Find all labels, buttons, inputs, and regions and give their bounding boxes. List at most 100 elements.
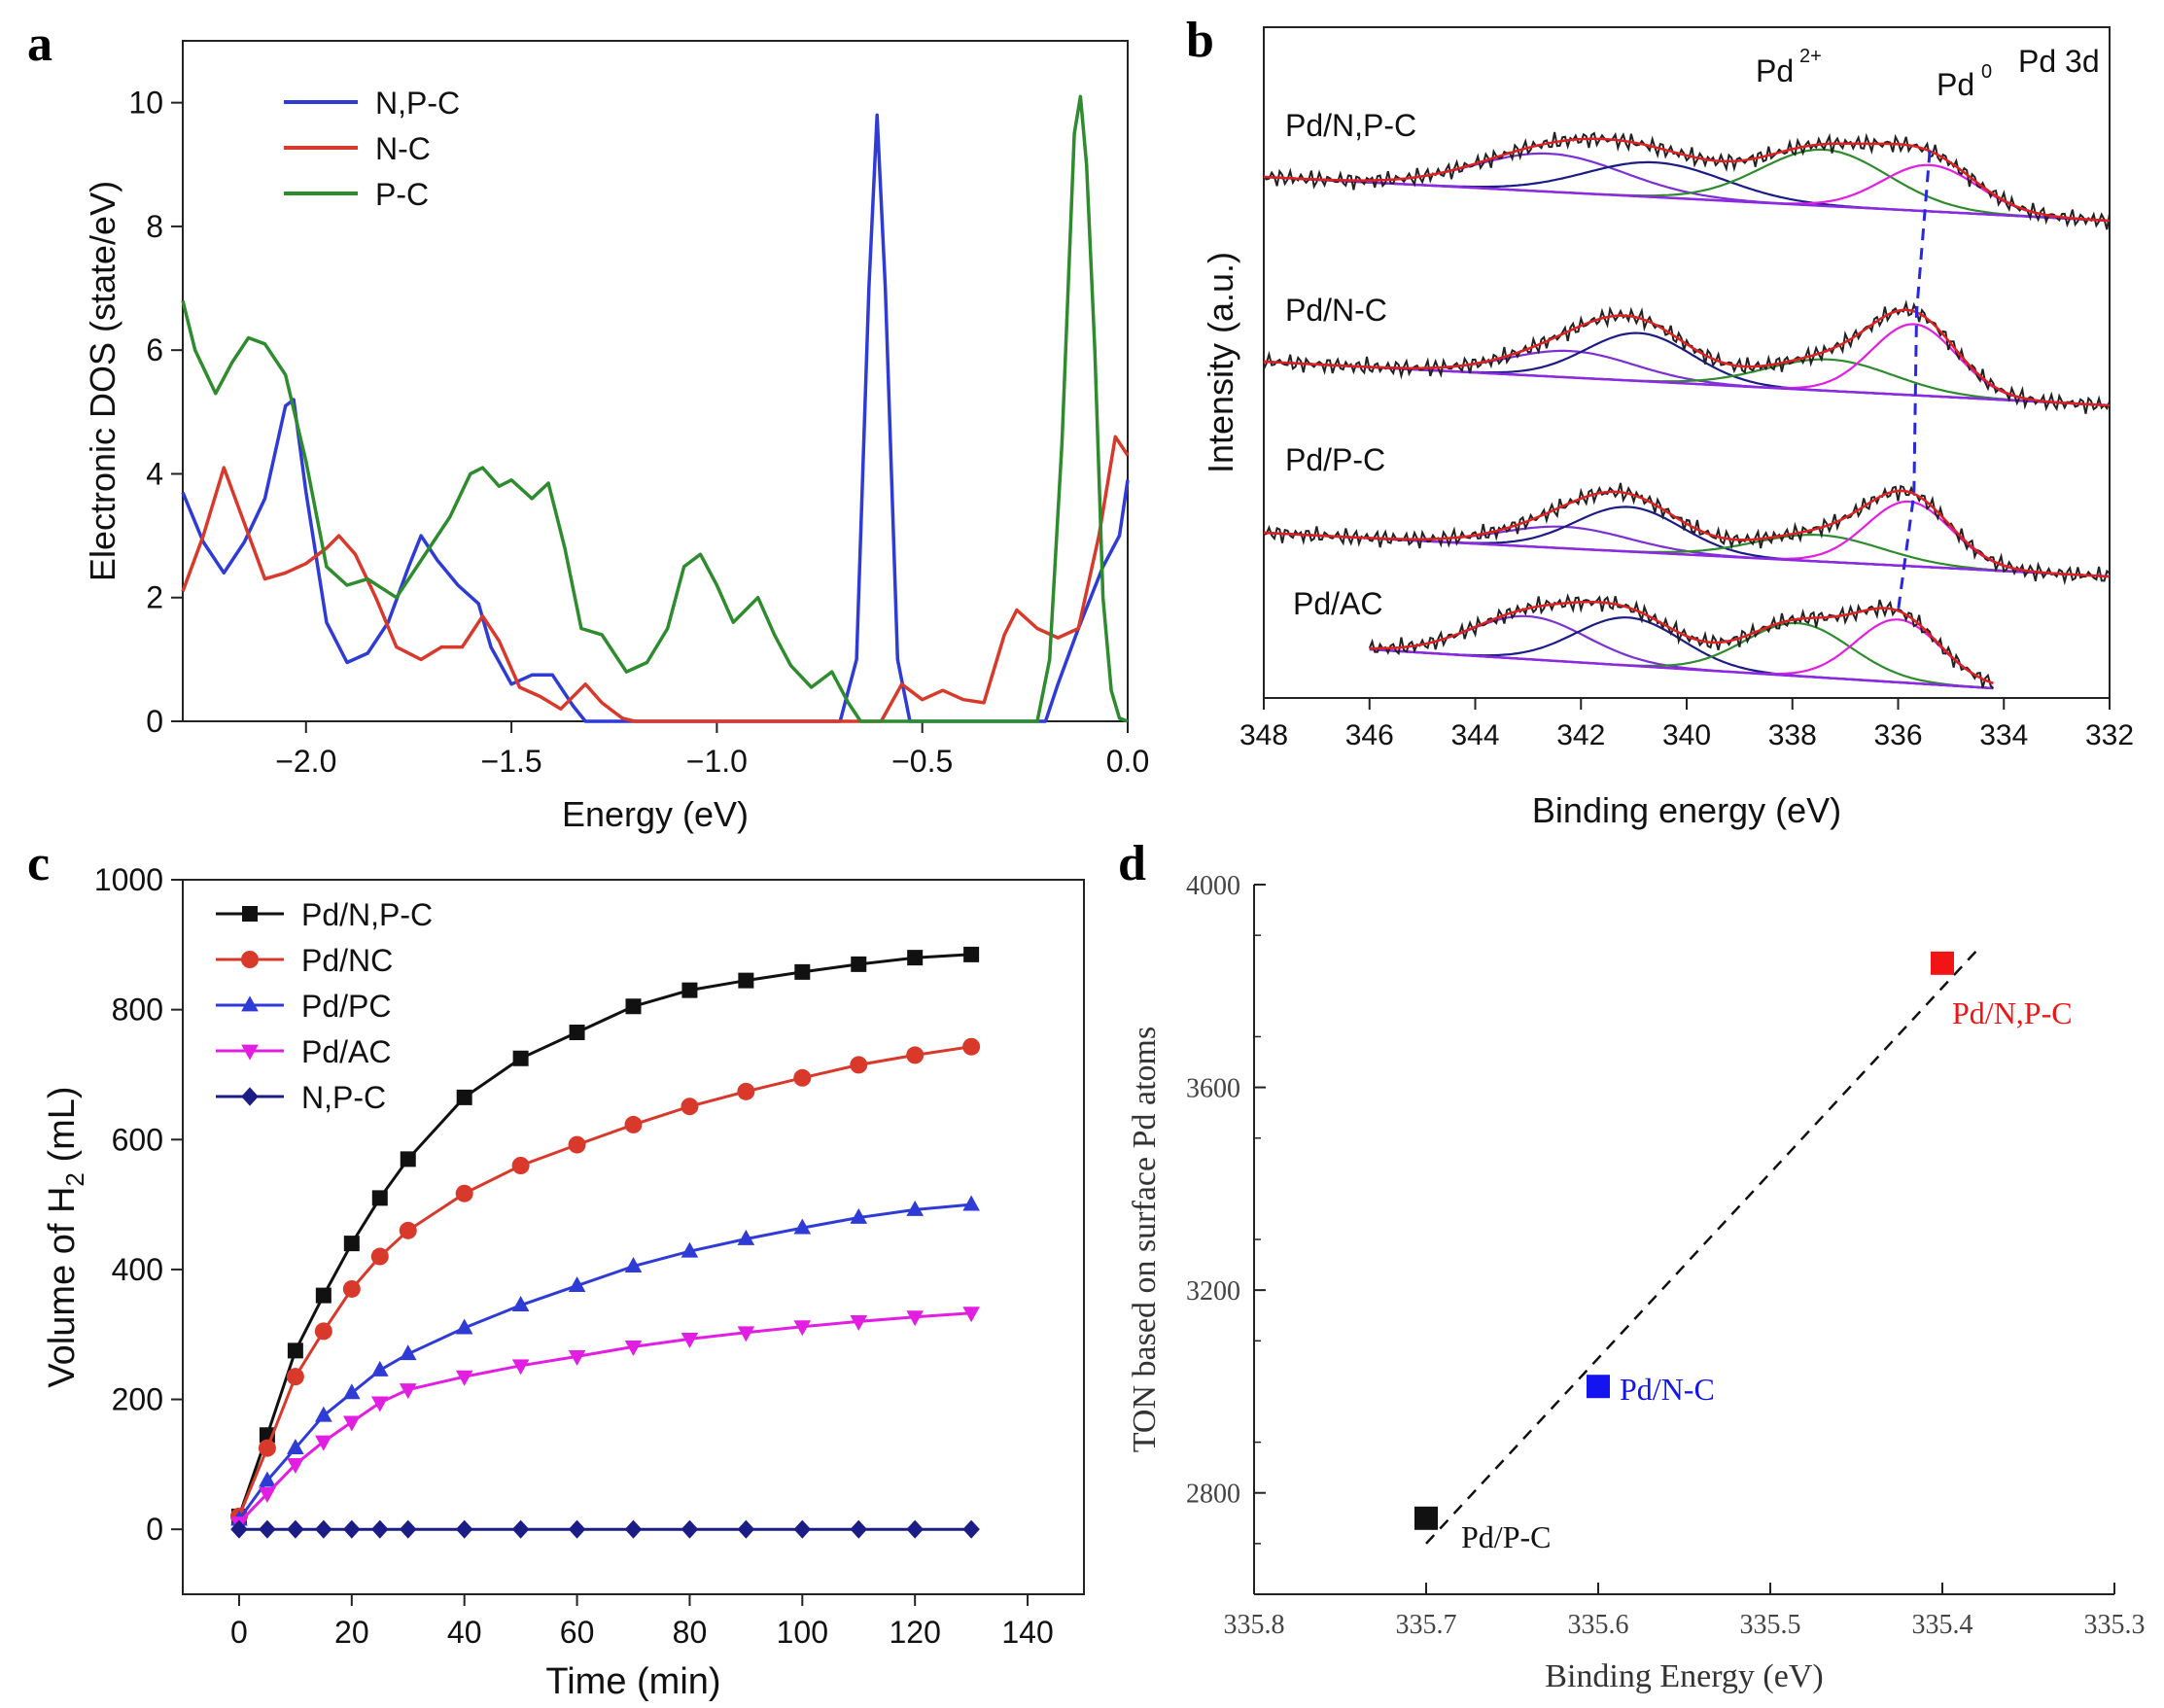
data-point-Pd/NC (793, 1068, 812, 1087)
data-point-Pd/PC (287, 1439, 304, 1455)
data-point-Pd/NC (314, 1322, 332, 1341)
sample-label: Pd/P-C (1285, 442, 1385, 477)
data-point-Pd/AC (511, 1359, 530, 1376)
pd0-shift-line (1897, 151, 1932, 611)
data-point-Pd/AC (287, 1457, 304, 1474)
panel-a-dos-chart: −2.0 −1.5 −1.0 −0.5 0.0 0 2 4 6 8 10 Energy (eV) Ele… (83, 40, 1149, 834)
data-point-N,P-C (962, 1519, 980, 1539)
data-point-Pd/PC (906, 1200, 924, 1216)
x-axis-title: Energy (eV) (562, 794, 749, 834)
data-point-Pd/PC (455, 1318, 473, 1335)
point-label: Pd/N,P-C (1952, 995, 2073, 1030)
y-tick-label: 0 (146, 704, 163, 739)
data-point-N,P-C (230, 1519, 248, 1539)
data-point-Pd/AC (455, 1370, 473, 1386)
data-point-Pd/AC (793, 1320, 812, 1337)
series-line-P-C (181, 94, 1129, 723)
y-axis-title: Volume of H2 (mL) (42, 1086, 89, 1387)
panel-label-b: b (1186, 13, 1214, 68)
x-tick-label: 344 (1450, 719, 1499, 751)
sample-label: Pd/N-C (1285, 293, 1387, 328)
fit-envelope (1263, 308, 2111, 407)
data-point-Pd/NC (850, 1056, 868, 1074)
fit-envelope (1263, 137, 2111, 223)
y-axis-title: Intensity (a.u.) (1201, 252, 1240, 473)
data-point-Pd/AC (737, 1326, 755, 1342)
x-tick-label: 60 (560, 1615, 595, 1650)
x-tick-label: −2.0 (275, 744, 336, 779)
data-point-N,P-C (343, 1519, 361, 1539)
panel-label-c: c (27, 836, 50, 891)
x-tick-label: 40 (447, 1615, 482, 1650)
legend-marker (242, 906, 258, 922)
data-point-Pd/NC (399, 1221, 417, 1239)
series-line-N,P-C (181, 113, 1130, 723)
y-tick-label: 3600 (1186, 1074, 1240, 1104)
legend-marker (241, 995, 259, 1012)
y-tick-label: 2800 (1186, 1480, 1240, 1510)
data-point-Pd/NC (511, 1157, 530, 1174)
y-tick-label: 800 (112, 993, 163, 1028)
data-point-Pd/NC (906, 1046, 925, 1064)
y-axis-title: Electronic DOS (state/eV) (83, 181, 122, 581)
panel-b-xps-chart: 348 346 344 342 340 338 336 334 332 Binding energ… (1201, 26, 2134, 830)
series-line-N-C (181, 435, 1130, 723)
data-point-Pd/N,P-C (625, 998, 642, 1015)
data-point-Pd/N,P-C (343, 1236, 360, 1252)
y-tick-label: 400 (112, 1252, 163, 1287)
data-point-Pd/AC (906, 1310, 924, 1327)
x-tick-label: 20 (334, 1615, 369, 1650)
data-point-N,P-C (793, 1519, 812, 1539)
data-point-Pd/NC (568, 1135, 586, 1154)
data-point-Pd/N,P-C (681, 982, 698, 998)
data-point-Pd/N,P-C (963, 946, 980, 962)
sample-label: Pd/AC (1293, 586, 1382, 621)
fit-envelope (1369, 600, 1994, 684)
y-tick-label: 0 (146, 1512, 163, 1547)
x-tick-label: 100 (777, 1615, 828, 1650)
data-point-Pd/PC (793, 1218, 812, 1235)
x-tick-label: 338 (1768, 719, 1817, 751)
data-point-Pd/PC (259, 1471, 276, 1487)
x-tick-label: 335.3 (2084, 1610, 2146, 1640)
data-point-Pd/PC (624, 1256, 643, 1272)
x-axis-title: Binding Energy (eV) (1545, 1658, 1823, 1694)
x-tick-label: 335.4 (1912, 1610, 1973, 1640)
data-point-N,P-C (511, 1519, 530, 1539)
x-tick-label: 342 (1556, 719, 1605, 751)
data-point (1931, 951, 1954, 975)
data-point-Pd/N,P-C (738, 972, 754, 989)
x-tick-label: 335.7 (1396, 1610, 1457, 1640)
x-tick-label: −1.5 (481, 744, 542, 779)
legend-marker (241, 1044, 259, 1061)
raw-spectrum (1263, 482, 2111, 586)
y-tick-label: 4000 (1186, 871, 1240, 901)
data-point-Pd/N,P-C (794, 963, 811, 980)
data-point-Pd/AC (568, 1350, 586, 1367)
x-axis-title: Time (min) (545, 1661, 720, 1702)
x-axis-title: Binding energy (eV) (1532, 790, 1841, 830)
y-tick-label: 600 (112, 1122, 163, 1157)
x-tick-label: 348 (1239, 719, 1288, 751)
data-point-Pd/NC (286, 1368, 304, 1386)
background-line (1369, 647, 1994, 690)
fit-envelope (1263, 489, 2111, 578)
y-tick-label: 4 (146, 456, 163, 491)
data-point-Pd/PC (315, 1406, 332, 1422)
data-point-N,P-C (681, 1519, 699, 1539)
data-point-Pd/PC (962, 1195, 980, 1211)
panel-label-a: a (27, 17, 52, 72)
data-point-Pd/NC (258, 1439, 276, 1457)
data-point-Pd/N,P-C (315, 1287, 332, 1304)
x-tick-label: 340 (1662, 719, 1711, 751)
data-point-Pd/NC (624, 1115, 643, 1133)
x-tick-label: 336 (1873, 719, 1922, 751)
data-point-N,P-C (399, 1519, 417, 1539)
legend-label: N,P-C (301, 1080, 386, 1115)
legend-marker (241, 1087, 259, 1106)
data-point-N,P-C (315, 1519, 332, 1539)
background-line (1263, 175, 2111, 223)
sample-label: Pd/N,P-C (1285, 108, 1416, 143)
x-tick-label: 120 (889, 1615, 940, 1650)
data-point-Pd/N,P-C (907, 950, 924, 966)
